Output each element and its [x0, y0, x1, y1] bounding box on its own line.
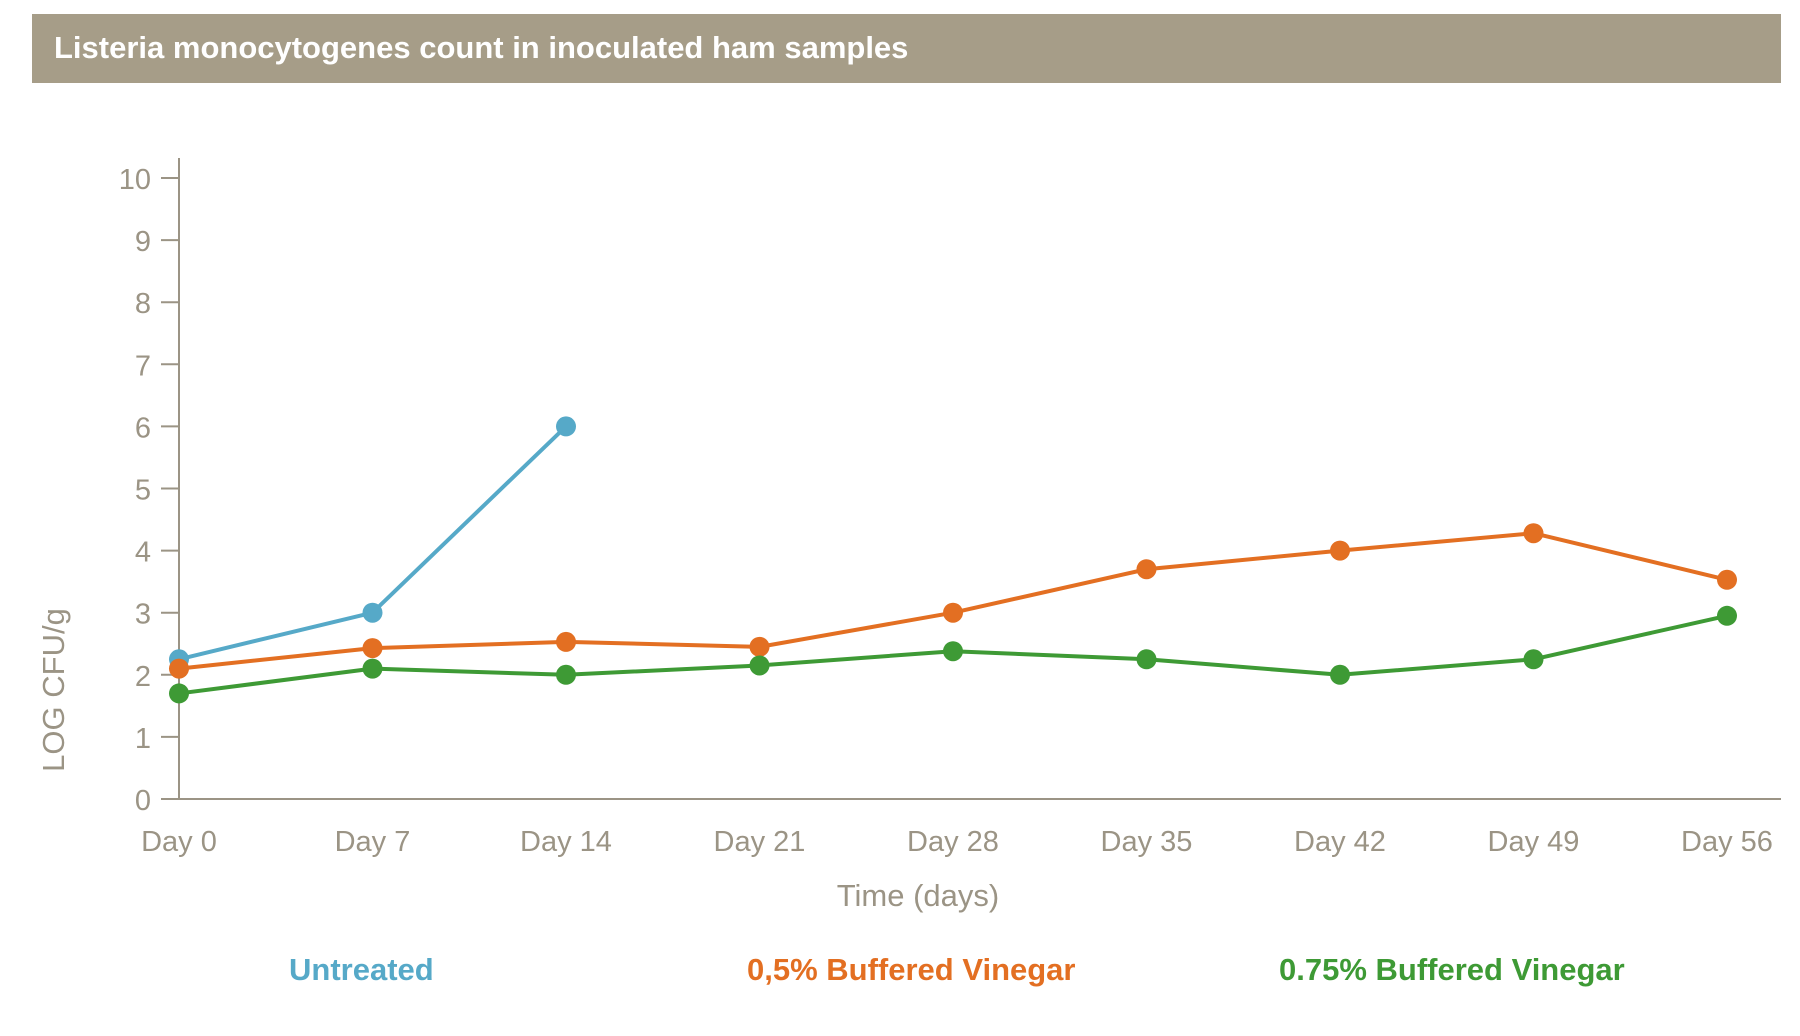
y-tick-label: 1 [135, 723, 151, 755]
legend-0-5-buffered-vinegar: 0,5% Buffered Vinegar [747, 952, 1076, 987]
y-tick-label: 6 [135, 412, 151, 444]
data-point [169, 658, 189, 679]
data-point [556, 631, 576, 652]
y-tick-label: 4 [135, 537, 151, 569]
data-point [749, 636, 770, 657]
data-point [943, 602, 963, 623]
y-tick-label: 0 [135, 785, 151, 817]
x-tick-label: Day 0 [141, 826, 217, 858]
data-point [1523, 649, 1544, 670]
series-lines [169, 416, 1737, 704]
x-tick-label: Day 7 [335, 826, 411, 858]
title-bar: Listeria monocytogenes count in inoculat… [32, 14, 1781, 83]
y-tick-label: 3 [135, 599, 151, 631]
y-tick-label: 8 [135, 288, 151, 320]
y-tick-label: 9 [135, 226, 151, 258]
axes: 0 1 2 3 4 5 6 7 8 9 10 Day 0 Day 7 Day 14 Day 21 Day 28… [119, 158, 1781, 858]
x-tick-label: Day 21 [714, 826, 806, 858]
x-tick-label: Day 49 [1488, 826, 1580, 858]
x-tick-label: Day 14 [520, 826, 612, 858]
data-point [362, 602, 383, 623]
data-point [943, 641, 963, 662]
chart-title: Listeria monocytogenes count in inoculat… [54, 30, 909, 65]
series-2 [169, 605, 1737, 704]
data-point [362, 658, 383, 679]
data-point [749, 655, 770, 676]
data-point [1717, 569, 1737, 590]
y-axis-label: LOG CFU/g [36, 608, 71, 772]
data-point [362, 638, 383, 659]
y-tick-label: 10 [119, 164, 151, 196]
y-tick-label: 5 [135, 475, 151, 507]
legend-untreated: Untreated [289, 952, 434, 987]
x-tick-label: Day 42 [1294, 826, 1386, 858]
data-point [1717, 605, 1737, 626]
data-point [1330, 540, 1350, 561]
series-line [178, 424, 568, 662]
y-tick-label: 7 [135, 350, 151, 382]
series-0 [169, 416, 576, 670]
data-point [556, 416, 576, 437]
data-point [169, 683, 189, 704]
x-tick-label: Day 56 [1681, 826, 1773, 858]
data-point [1136, 559, 1157, 580]
series-1 [169, 523, 1737, 679]
x-axis-label: Time (days) [837, 878, 999, 913]
x-tick-label: Day 35 [1101, 826, 1193, 858]
data-point [1136, 649, 1157, 670]
data-point [1330, 664, 1350, 685]
data-point [1523, 523, 1544, 544]
legend-0-75-buffered-vinegar: 0.75% Buffered Vinegar [1279, 952, 1625, 987]
data-point [556, 664, 576, 685]
x-tick-label: Day 28 [907, 826, 999, 858]
y-tick-label: 2 [135, 661, 151, 693]
